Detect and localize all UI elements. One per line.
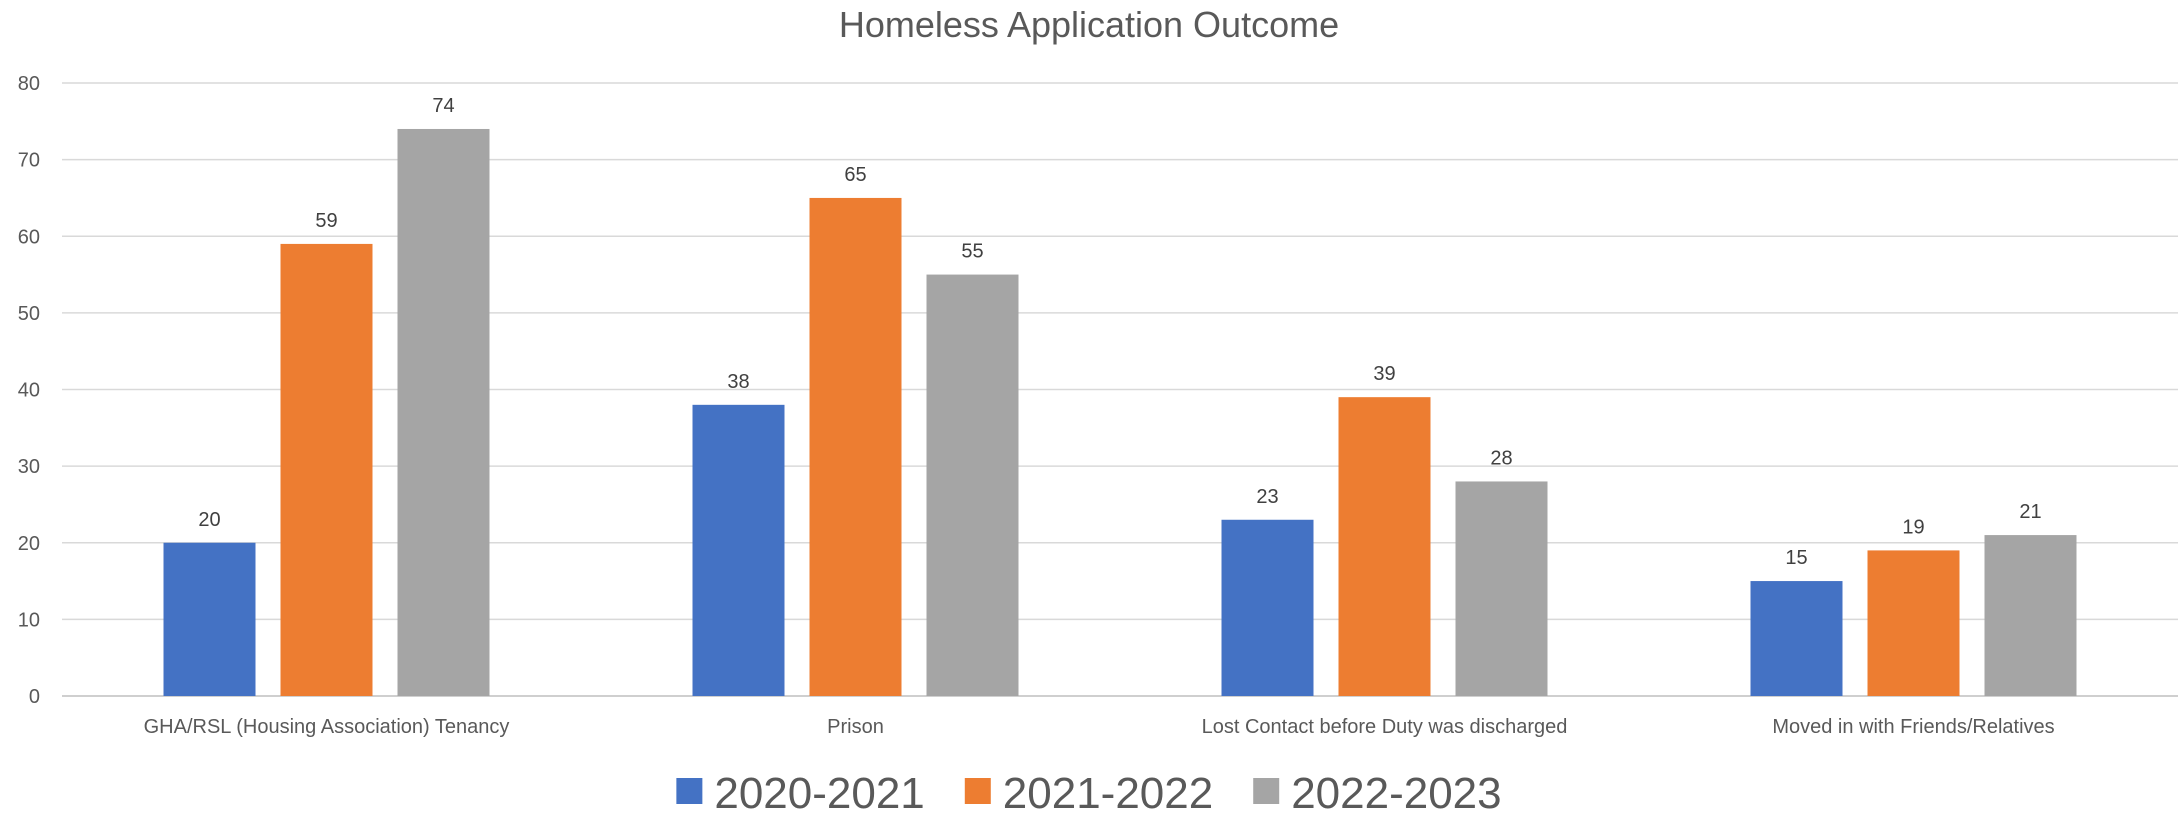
data-label: 39 <box>1373 363 1395 385</box>
y-tick-label: 70 <box>18 150 40 172</box>
y-axis-ticks: 0 10 20 30 40 50 60 70 80 <box>18 73 40 708</box>
legend-swatch <box>1253 778 1280 804</box>
data-label: 21 <box>2019 501 2041 523</box>
data-label: 20 <box>198 509 220 531</box>
y-tick-label: 20 <box>18 533 40 555</box>
data-label: 19 <box>1902 516 1924 538</box>
bar-2021-2022-2 <box>809 197 902 696</box>
data-label: 59 <box>315 210 337 232</box>
x-category-label: Moved in with Friends/Relatives <box>1772 716 2054 738</box>
x-axis-categories: GHA/RSL (Housing Association) Tenancy Pri… <box>144 716 2055 738</box>
bars <box>163 128 2077 697</box>
data-label: 55 <box>961 241 983 263</box>
legend-swatch <box>676 778 703 804</box>
y-tick-label: 60 <box>18 226 40 248</box>
y-tick-label: 50 <box>18 303 40 325</box>
legend-swatch <box>964 778 991 804</box>
bar-2021-2022-4 <box>1867 550 1960 696</box>
y-tick-label: 0 <box>29 686 40 708</box>
legend: 2020-2021 2021-2022 2022-2023 <box>676 769 1502 813</box>
bar-2020-2021-1 <box>163 542 256 696</box>
y-tick-label: 30 <box>18 456 40 478</box>
bar-2021-2022-3 <box>1338 397 1431 696</box>
y-tick-label: 80 <box>18 73 40 95</box>
legend-label: 2020-2021 <box>714 769 924 813</box>
data-label: 23 <box>1256 486 1278 508</box>
x-category-label: Prison <box>827 716 884 738</box>
legend-label: 2022-2023 <box>1291 769 1501 813</box>
data-label: 74 <box>432 95 454 117</box>
data-label: 65 <box>844 164 866 186</box>
data-label: 15 <box>1785 547 1807 569</box>
x-category-label: Lost Contact before Duty was discharged <box>1202 716 1568 738</box>
x-category-label: GHA/RSL (Housing Association) Tenancy <box>144 716 510 738</box>
gridlines <box>62 82 2178 697</box>
chart-title: Homeless Application Outcome <box>839 4 1339 45</box>
data-label: 28 <box>1490 447 1512 469</box>
bar-2022-2023-1 <box>397 128 490 697</box>
bar-2020-2021-2 <box>692 404 785 696</box>
y-tick-label: 40 <box>18 380 40 402</box>
bar-2020-2021-3 <box>1221 519 1314 696</box>
bar-2022-2023-4 <box>1984 535 2077 696</box>
bar-2020-2021-4 <box>1750 581 1843 696</box>
data-label: 38 <box>727 371 749 393</box>
bar-2022-2023-3 <box>1455 481 1548 696</box>
data-labels: 20 59 74 38 65 55 23 39 28 15 19 21 <box>198 95 2041 569</box>
y-tick-label: 10 <box>18 609 40 631</box>
legend-label: 2021-2022 <box>1003 769 1213 813</box>
bar-2022-2023-2 <box>926 274 1019 696</box>
bar-2021-2022-1 <box>280 243 373 696</box>
